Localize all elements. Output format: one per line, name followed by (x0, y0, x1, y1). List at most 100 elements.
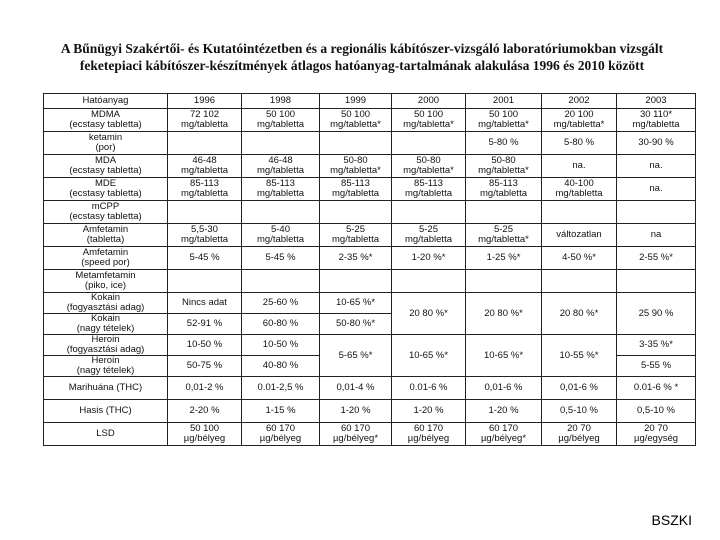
table-cell: 50-80 mg/tabletta* (391, 154, 466, 178)
table-cell (391, 269, 466, 293)
table-cell: 5,5-30 mg/tabletta (167, 223, 242, 247)
table-cell (616, 269, 696, 293)
table-cell (465, 200, 542, 224)
table-cell: 1-15 % (241, 399, 320, 423)
table-cell: LSD (43, 422, 168, 446)
table-cell: 0,5-10 % (616, 399, 696, 423)
table-cell: 60 170 µg/bélyeg* (319, 422, 392, 446)
table-cell: 50 100 mg/tabletta (241, 108, 320, 132)
table-cell: Kokain (nagy tételek) (43, 313, 168, 335)
table-cell: 0,5-10 % (541, 399, 617, 423)
table-cell: 50-80 %* (319, 313, 392, 335)
table-cell (541, 269, 617, 293)
table-cell (391, 131, 466, 155)
table-cell: 40-100 mg/tabletta (541, 177, 617, 201)
table-cell: Metamfetamin (piko, ice) (43, 269, 168, 293)
table-cell: 60 170 µg/bélyeg* (465, 422, 542, 446)
table-cell: 0,01-4 % (319, 376, 392, 400)
table-cell: 5-55 % (616, 355, 696, 377)
table-row: LSD 50 100 µg/bélyeg 60 170 µg/bélyeg 60 17… (43, 422, 696, 446)
table-cell: 85-113 mg/tabletta (241, 177, 320, 201)
table-cell: ketamin (por) (43, 131, 168, 155)
table-header-row: Hatóanyag 1996 1998 1999 2000 2001 2002 2003 (43, 93, 696, 109)
table-cell (465, 269, 542, 293)
table-cell: 3-35 %* (616, 334, 696, 356)
table-cell: 20 100 mg/tabletta* (541, 108, 617, 132)
table-cell (241, 269, 320, 293)
table-row: Metamfetamin (piko, ice) (43, 269, 696, 293)
table-cell: na. (616, 177, 696, 201)
table-cell: 0.01-6 % (391, 376, 466, 400)
table-cell: 60 170 µg/bélyeg (391, 422, 466, 446)
table-cell: 1999 (319, 93, 392, 109)
table-cell: 50-80 mg/tabletta* (319, 154, 392, 178)
table-cell: 5-25 mg/tabletta* (465, 223, 542, 247)
table-cell: 2-55 %* (616, 246, 696, 270)
table-row: Amfetamin (speed por) 5-45 % 5-45 % 2-35 %*… (43, 246, 696, 270)
table-cell: 60-80 % (241, 313, 320, 335)
table-cell: 85-113 mg/tabletta (465, 177, 542, 201)
table-cell: na (616, 223, 696, 247)
table-cell: 30 110* mg/tabletta (616, 108, 696, 132)
table-cell: 10-65 %* (319, 292, 392, 314)
table-cell (319, 200, 392, 224)
table-cell: Hatóanyag (43, 93, 168, 109)
table-cell (616, 200, 696, 224)
table-cell: 2003 (616, 93, 696, 109)
table-cell: 20 80 %* (541, 292, 617, 335)
document-title: A Bűnügyi Szakértői- és Kutatóintézetben… (22, 40, 702, 74)
table-cell (167, 131, 242, 155)
table-cell: 5-45 % (241, 246, 320, 270)
table-cell: változatlan (541, 223, 617, 247)
table-cell: 50 100 mg/tabletta* (465, 108, 542, 132)
table-cell: 2-20 % (167, 399, 242, 423)
table-cell: 85-113 mg/tabletta (319, 177, 392, 201)
table-cell: 1-20 % (465, 399, 542, 423)
table-cell: na. (541, 154, 617, 178)
table-cell: mCPP (ecstasy tabletta) (43, 200, 168, 224)
table-cell: 85-113 mg/tabletta (391, 177, 466, 201)
table-row-kokain: Kokain (fogyasztási adag) Nincs adat 25-60… (43, 292, 696, 335)
table-cell (167, 200, 242, 224)
table-cell: 5-80 % (465, 131, 542, 155)
table-cell: 2002 (541, 93, 617, 109)
table-cell: 25 90 % (616, 292, 696, 335)
table-cell: 72 102 mg/tabletta (167, 108, 242, 132)
table-cell: Kokain (fogyasztási adag) (43, 292, 168, 314)
table-cell: 1998 (241, 93, 320, 109)
table-cell (241, 200, 320, 224)
table-cell: 0.01-2,5 % (241, 376, 320, 400)
table-cell (391, 200, 466, 224)
table-cell: 5-65 %* (319, 334, 392, 377)
table-cell: 5-80 % (541, 131, 617, 155)
table-cell: 30-90 % (616, 131, 696, 155)
table-cell: 1-20 % (391, 399, 466, 423)
title-line-2: feketepiaci kábítószer-készítmények átla… (79, 58, 645, 73)
table-cell: 50-75 % (167, 355, 242, 377)
table-cell: 40-80 % (241, 355, 320, 377)
table-cell: 1-25 %* (465, 246, 542, 270)
table-cell (541, 200, 617, 224)
table-cell: 50-80 mg/tabletta* (465, 154, 542, 178)
table-cell: 10-50 % (241, 334, 320, 356)
table-cell: 46-48 mg/tabletta (241, 154, 320, 178)
table-cell: 1-20 % (319, 399, 392, 423)
table-cell: 60 170 µg/bélyeg (241, 422, 320, 446)
table-cell: 10-65 %* (391, 334, 466, 377)
table-cell: 52-91 % (167, 313, 242, 335)
table-cell: 4-50 %* (541, 246, 617, 270)
table-cell (167, 269, 242, 293)
table-cell: 2-35 %* (319, 246, 392, 270)
table-row: Marihuána (THC) 0,01-2 % 0.01-2,5 % 0,01-4 … (43, 376, 696, 400)
table-cell: 10-55 %* (541, 334, 617, 377)
table-cell: 50 100 mg/tabletta* (391, 108, 466, 132)
table-row-kokain-bulk: Kokain (nagy tételek) 52-91 % 60-80 % 50-80… (43, 313, 696, 335)
table-cell: 2001 (465, 93, 542, 109)
table-cell: 1-20 %* (391, 246, 466, 270)
table-row: Amfetamin (tabletta) 5,5-30 mg/tabletta 5-… (43, 223, 696, 247)
table-cell: 50 100 µg/bélyeg (167, 422, 242, 446)
table-cell: Amfetamin (tabletta) (43, 223, 168, 247)
table-cell: Heroin (nagy tételek) (43, 355, 168, 377)
table-cell: Amfetamin (speed por) (43, 246, 168, 270)
table-cell: 10-50 % (167, 334, 242, 356)
